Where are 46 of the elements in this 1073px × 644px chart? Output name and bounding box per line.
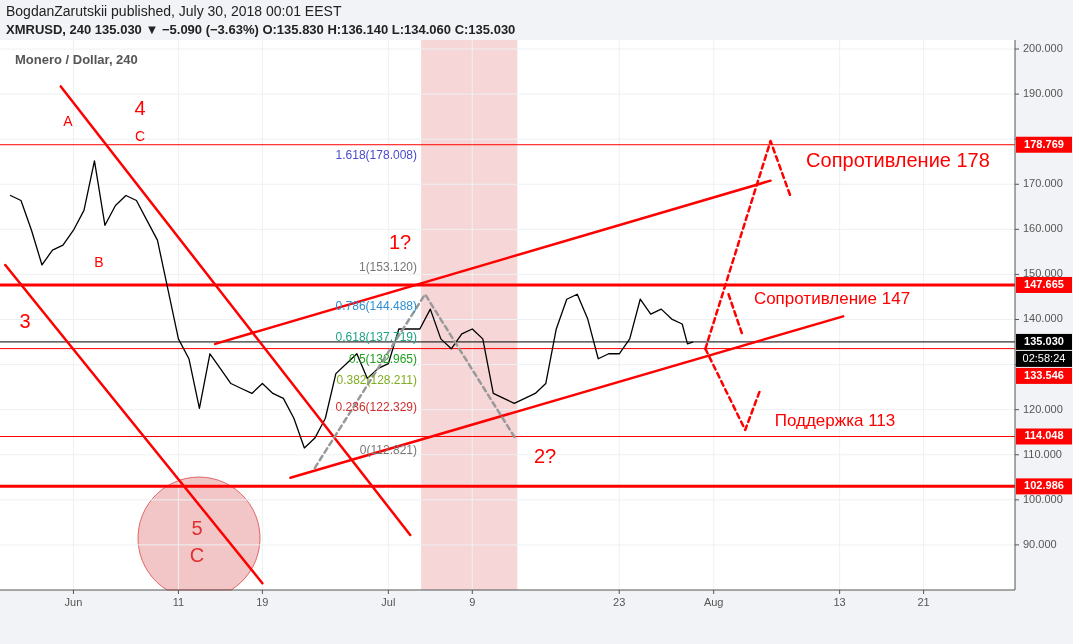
y-tick-label: 170.000 (1023, 177, 1063, 190)
annotation: 5 (191, 517, 203, 540)
y-tick-label: 160.000 (1023, 222, 1063, 235)
x-tick-label: 13 (833, 596, 846, 608)
ref-line-label: 135.030 (1024, 334, 1064, 347)
text: 02:58:24 (1022, 351, 1066, 364)
text: Monero / Dollar, 240 (15, 52, 138, 67)
y-tick-label: 120.000 (1023, 402, 1063, 415)
ref-line-label: 178.769 (1024, 137, 1064, 150)
annotation: B (94, 253, 104, 270)
annotation: 0.382(128.211) (336, 373, 417, 388)
ref-line-label: 102.986 (1024, 479, 1064, 492)
x-tick-label: 11 (172, 596, 185, 608)
annotation: C (134, 127, 146, 144)
ref-line-label: 147.665 (1024, 277, 1064, 290)
text: BogdanZarutskii published, July 30, 2018 00:01 EEST (6, 3, 342, 19)
annotation: Сопротивление 178 (806, 149, 990, 172)
annotation: 3 (19, 310, 31, 333)
annotation: 0.236(122.329) (335, 400, 417, 415)
y-tick-label: 90.000 (1023, 537, 1057, 550)
x-tick-label: Jul (381, 596, 396, 608)
annotation: 1(153.120) (358, 260, 417, 275)
x-tick-label: 21 (917, 596, 930, 608)
y-tick-label: 150.000 (1023, 267, 1063, 280)
annotation: 1? (388, 231, 412, 254)
annotation: 1.618(178.008) (335, 148, 417, 163)
x-tick-label: 23 (613, 596, 626, 608)
x-tick-label: 19 (256, 596, 269, 608)
x-tick-label: Jun (64, 596, 83, 608)
ref-line-label: 114.048 (1024, 429, 1064, 442)
annotation: Сопротивление 147 (753, 289, 911, 309)
text: XMRUSD, 240 135.030 ▼ −5.090 (−3.63%) O:135.830 H:136.140 L:134.060 C:135.030 (6, 22, 516, 37)
y-tick-label: 140.000 (1023, 312, 1063, 325)
x-tick-label: Aug (703, 596, 724, 608)
ref-line-label: 133.546 (1024, 368, 1064, 381)
y-tick-label: 190.000 (1023, 87, 1063, 99)
annotation: A (63, 112, 74, 129)
y-tick-label: 100.000 (1023, 492, 1063, 505)
annotation: 4 (134, 97, 146, 120)
annotation: 0.618(137.719) (335, 330, 417, 345)
x-tick-label: 9 (469, 596, 476, 608)
y-tick-label: 110.000 (1023, 447, 1062, 460)
annotation: Поддержка 113 (774, 411, 896, 431)
annotation: C (189, 544, 205, 567)
annotation: 2? (533, 445, 557, 468)
y-tick-label: 200.000 (1023, 41, 1063, 54)
